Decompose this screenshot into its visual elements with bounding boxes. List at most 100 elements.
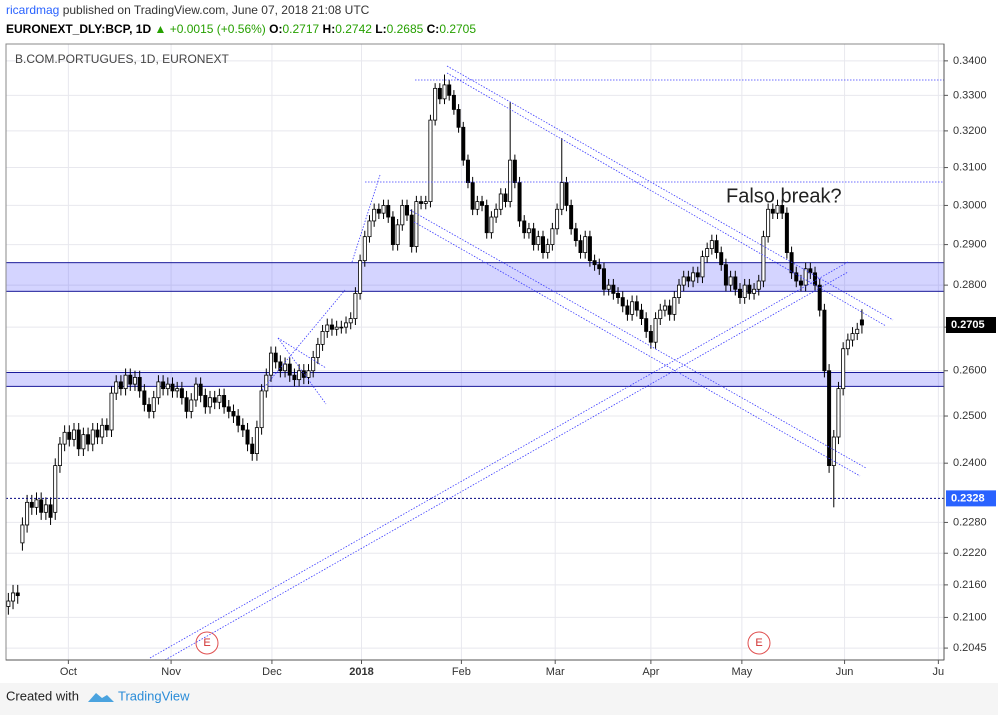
candle-body	[15, 592, 20, 597]
candle-body	[20, 524, 25, 544]
candle-body	[559, 182, 564, 210]
candle-body	[29, 501, 34, 508]
drawings	[149, 65, 944, 661]
candle-body	[451, 94, 456, 110]
candle-body	[677, 284, 682, 298]
candle-body	[667, 305, 672, 315]
x-tick-label: Oct	[60, 666, 77, 678]
candle-body	[606, 284, 611, 290]
candle-body	[498, 193, 503, 210]
published: published on TradingView.com, June 07, 2…	[63, 3, 370, 17]
y-tick-label: 0.2160	[953, 579, 987, 591]
annotation: Falso break?	[726, 185, 842, 207]
candle-body	[404, 205, 409, 216]
y-tick-label: 0.2800	[953, 279, 987, 291]
x-tick-label: Jun	[836, 666, 854, 678]
candle-body	[259, 390, 264, 429]
candle-body	[193, 383, 198, 401]
candle-body	[695, 272, 700, 278]
candle-body	[104, 424, 109, 431]
candle-body	[311, 357, 316, 372]
event-label: E	[755, 637, 762, 649]
candle-body	[334, 326, 339, 330]
candle-body	[456, 109, 461, 128]
candle-body	[531, 228, 536, 245]
candle-body	[39, 499, 44, 513]
candle-body	[344, 322, 349, 328]
c-label: C:	[427, 22, 440, 36]
chart-title: B.COM.PORTUGUES, 1D, EURONEXT	[15, 52, 229, 66]
candle-body	[831, 436, 836, 466]
candle-body	[555, 208, 560, 230]
candle-body	[616, 293, 621, 298]
trend-line	[277, 337, 327, 369]
candle-body	[301, 370, 306, 378]
h-value: 0.2742	[335, 22, 372, 36]
candle-body	[170, 383, 175, 392]
candle-body	[592, 260, 597, 266]
x-tick-label: May	[731, 666, 752, 678]
candle-body	[587, 236, 592, 262]
candle-body	[25, 501, 30, 526]
candle-body	[109, 392, 114, 431]
candle-body	[222, 395, 227, 408]
candle-body	[484, 205, 489, 234]
y-tick-label: 0.2500	[953, 410, 987, 422]
candle-body	[156, 381, 161, 399]
candle-body	[320, 331, 325, 345]
candle-body	[817, 284, 822, 311]
candle-body	[827, 370, 832, 466]
y-tick-label: 0.2100	[953, 611, 987, 623]
candle-body	[114, 381, 119, 394]
candle-body	[681, 276, 686, 286]
candle-body	[381, 205, 386, 214]
candle-body	[480, 201, 485, 206]
candle-body	[212, 397, 217, 403]
candle-body	[165, 383, 170, 390]
candle-body	[503, 193, 508, 202]
candle-body	[494, 208, 499, 218]
candle-body	[292, 374, 297, 381]
candle-body	[564, 182, 569, 206]
user[interactable]: ricardmag	[6, 3, 59, 17]
candle-body	[672, 297, 677, 315]
footer-brand[interactable]: TradingView	[118, 688, 190, 703]
candle-body	[780, 205, 785, 214]
candle-body	[297, 370, 302, 381]
candle-body	[325, 324, 330, 332]
candle-body	[747, 284, 752, 294]
candle-body	[423, 201, 428, 204]
y-tick-label: 0.2900	[953, 239, 987, 251]
candle-body	[315, 343, 320, 358]
candle-body	[428, 119, 433, 202]
candle-body	[86, 434, 91, 445]
candle-body	[240, 424, 245, 431]
candle-body	[48, 504, 53, 518]
x-tick-label: Nov	[161, 666, 181, 678]
candle-body	[752, 288, 757, 294]
candle-body	[287, 363, 292, 376]
candle-body	[742, 284, 747, 298]
candle-body	[386, 205, 391, 218]
price-line-label: 0.2328	[951, 492, 985, 504]
candle-body	[123, 374, 128, 390]
candle-body	[658, 309, 663, 320]
candle-body	[808, 268, 813, 274]
candle-body	[541, 236, 546, 253]
candle-body	[184, 397, 189, 412]
candle-body	[250, 443, 255, 454]
candle-body	[189, 399, 194, 412]
logo	[88, 693, 114, 702]
candle-body	[268, 352, 273, 376]
last-price-badge	[946, 316, 996, 333]
candle-body	[306, 370, 311, 378]
candle-body	[625, 305, 630, 315]
candle-body	[81, 434, 86, 450]
change: +0.0015 (+0.56%)	[170, 22, 266, 36]
candle-body	[709, 240, 714, 249]
x-tick-label: Ju	[933, 666, 945, 678]
candle-body	[798, 280, 803, 286]
candle-body	[447, 84, 452, 96]
candle-body	[198, 383, 203, 396]
